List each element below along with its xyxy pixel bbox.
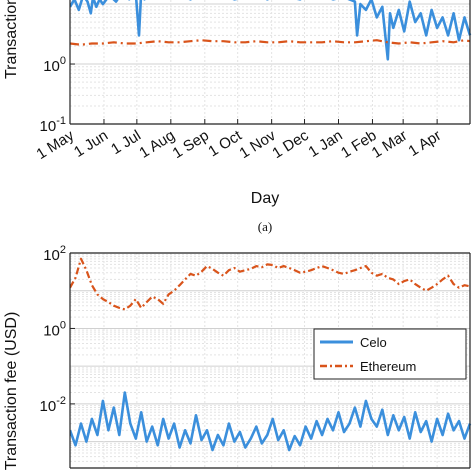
top-x-axis-label: Day [251,190,279,207]
bottom-y-tick-label: 10-2 [40,395,66,415]
bottom-y-axis-label: Transaction fee (USD) [3,312,20,471]
bottom-y-tick-label: 100 [43,319,66,339]
legend: Celo Ethereum [313,328,467,380]
bottom-chart-series [68,257,472,452]
top-chart-grid [69,0,470,125]
legend-ethereum-label: Ethereum [360,359,416,374]
top-chart-series [68,0,472,61]
legend-box [313,328,467,380]
bottom-ethereum-line [69,257,471,311]
top-series-2-line [69,39,471,46]
top-series-1-line [68,0,472,61]
bottom-celo-line [68,391,472,452]
bottom-y-tick-label: 102 [43,244,66,264]
top-y-tick-label: 10-1 [40,115,66,135]
top-y-axis-label: Transaction [3,0,20,79]
top-chart-axes [69,0,471,125]
bottom-chart-axes [69,252,471,469]
top-y-tick-label: 100 [43,55,66,75]
top-chart-caption: (a) [258,219,272,234]
legend-celo-label: Celo [360,335,387,350]
